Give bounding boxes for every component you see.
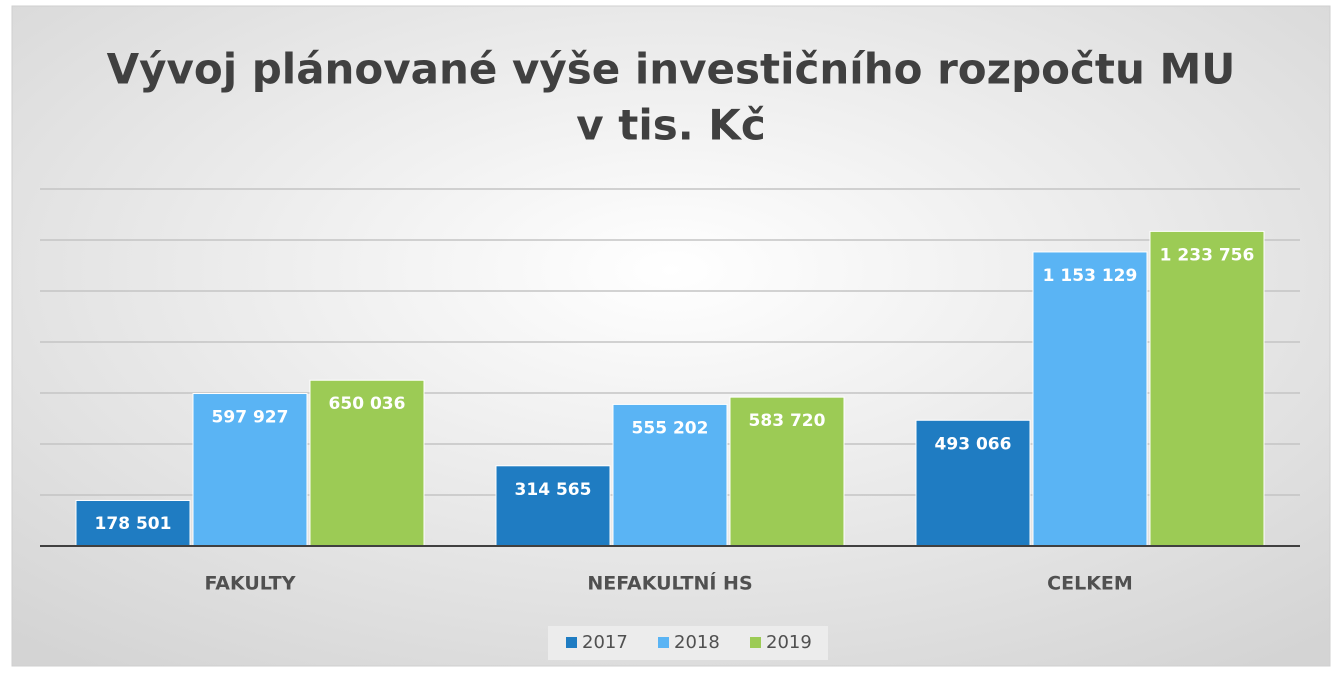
legend-label: 2017 — [582, 632, 628, 653]
bar — [495, 465, 611, 547]
bar — [1032, 251, 1148, 547]
legend-label: 2018 — [674, 632, 720, 653]
x-tick-label: NEFAKULTNÍ HS — [587, 572, 752, 595]
bar — [309, 379, 425, 547]
bar — [729, 396, 845, 547]
bar — [1149, 230, 1265, 547]
legend-swatch — [750, 637, 761, 648]
legend-swatch — [566, 637, 577, 648]
data-label: 583 720 — [749, 411, 826, 431]
chart-title: Vývoj plánované výše investičního rozpoč… — [107, 45, 1236, 94]
data-label: 1 233 756 — [1160, 245, 1255, 265]
bar — [192, 393, 308, 547]
x-tick-label: CELKEM — [1047, 573, 1133, 595]
data-label: 493 066 — [935, 434, 1012, 454]
bar — [75, 499, 191, 547]
data-label: 1 153 129 — [1043, 266, 1138, 286]
data-label: 597 927 — [212, 408, 289, 428]
legend-background — [548, 626, 828, 660]
data-label: 555 202 — [632, 418, 709, 438]
chart-title: v tis. Kč — [576, 101, 766, 150]
data-label: 178 501 — [95, 514, 172, 534]
bar — [612, 403, 728, 547]
data-label: 314 565 — [515, 480, 592, 500]
bar — [915, 419, 1031, 547]
data-label: 650 036 — [329, 394, 406, 414]
x-tick-label: FAKULTY — [204, 573, 295, 595]
legend-label: 2019 — [766, 632, 812, 653]
legend-swatch — [658, 637, 669, 648]
